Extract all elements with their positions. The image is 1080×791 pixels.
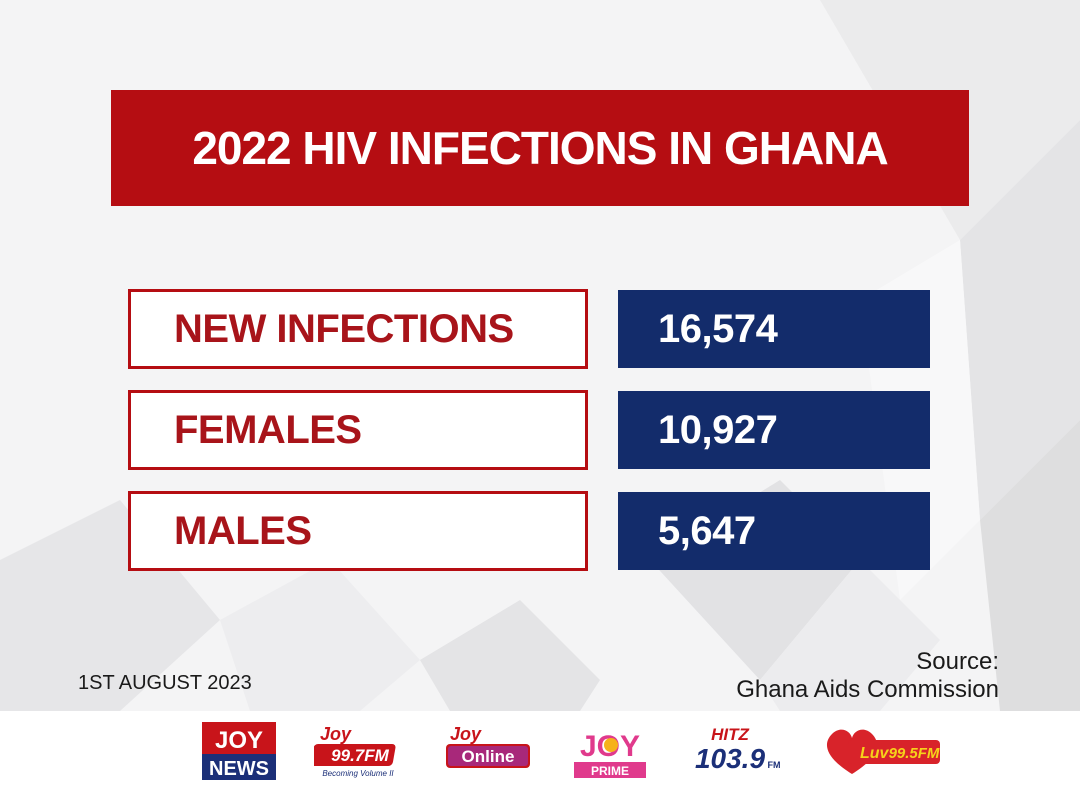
joy-online-logo: Joy Online	[446, 724, 530, 768]
joy-fm-frequency: 99.7FM	[331, 746, 389, 765]
luv-fm-logo: Luv 99.5FM	[826, 729, 940, 774]
value-males: 5,647	[618, 492, 930, 570]
value-females: 10,927	[618, 391, 930, 469]
joy-online-name: Online	[462, 747, 515, 766]
source-label: Source:	[916, 648, 999, 675]
joy-prime-logo: JOY PRIME	[574, 730, 646, 778]
hitz-fm: FM	[768, 760, 781, 770]
hitz-fm-logo: HITZ 103.9 FM	[695, 725, 781, 774]
row-value-text: 16,574	[658, 306, 778, 351]
joy-fm-logo: Joy 99.7FM Becoming Volume II	[314, 724, 396, 778]
joy-fm-tagline: Becoming Volume II	[322, 769, 394, 778]
hitz-brand: HITZ	[711, 725, 749, 744]
joy-fm-brand: Joy	[320, 724, 352, 744]
luv-brand: Luv	[860, 745, 890, 762]
joy-news-top: JOY	[215, 727, 263, 754]
row-label-text: NEW INFECTIONS	[174, 306, 514, 351]
row-label-text: FEMALES	[174, 407, 362, 452]
label-females: FEMALES	[128, 390, 588, 470]
source-name: Ghana Aids Commission	[736, 676, 999, 703]
hitz-frequency: 103.9	[695, 743, 765, 774]
joy-online-brand: Joy	[450, 724, 482, 744]
label-new-infections: NEW INFECTIONS	[128, 289, 588, 369]
title-banner: 2022 HIV INFECTIONS IN GHANA	[111, 90, 969, 206]
page-title: 2022 HIV INFECTIONS IN GHANA	[192, 122, 888, 174]
joy-prime-sub: PRIME	[591, 764, 629, 778]
luv-frequency: 99.5FM	[889, 745, 940, 762]
row-value-text: 5,647	[658, 508, 756, 553]
joy-news-bottom: NEWS	[209, 758, 269, 780]
publish-date: 1ST AUGUST 2023	[78, 672, 252, 694]
value-new-infections: 16,574	[618, 290, 930, 368]
row-label-text: MALES	[174, 508, 312, 553]
source-credit: Source: Ghana Aids Commission	[736, 648, 999, 704]
label-males: MALES	[128, 491, 588, 571]
row-value-text: 10,927	[658, 407, 778, 452]
joy-news-logo: JOY NEWS	[202, 722, 276, 780]
